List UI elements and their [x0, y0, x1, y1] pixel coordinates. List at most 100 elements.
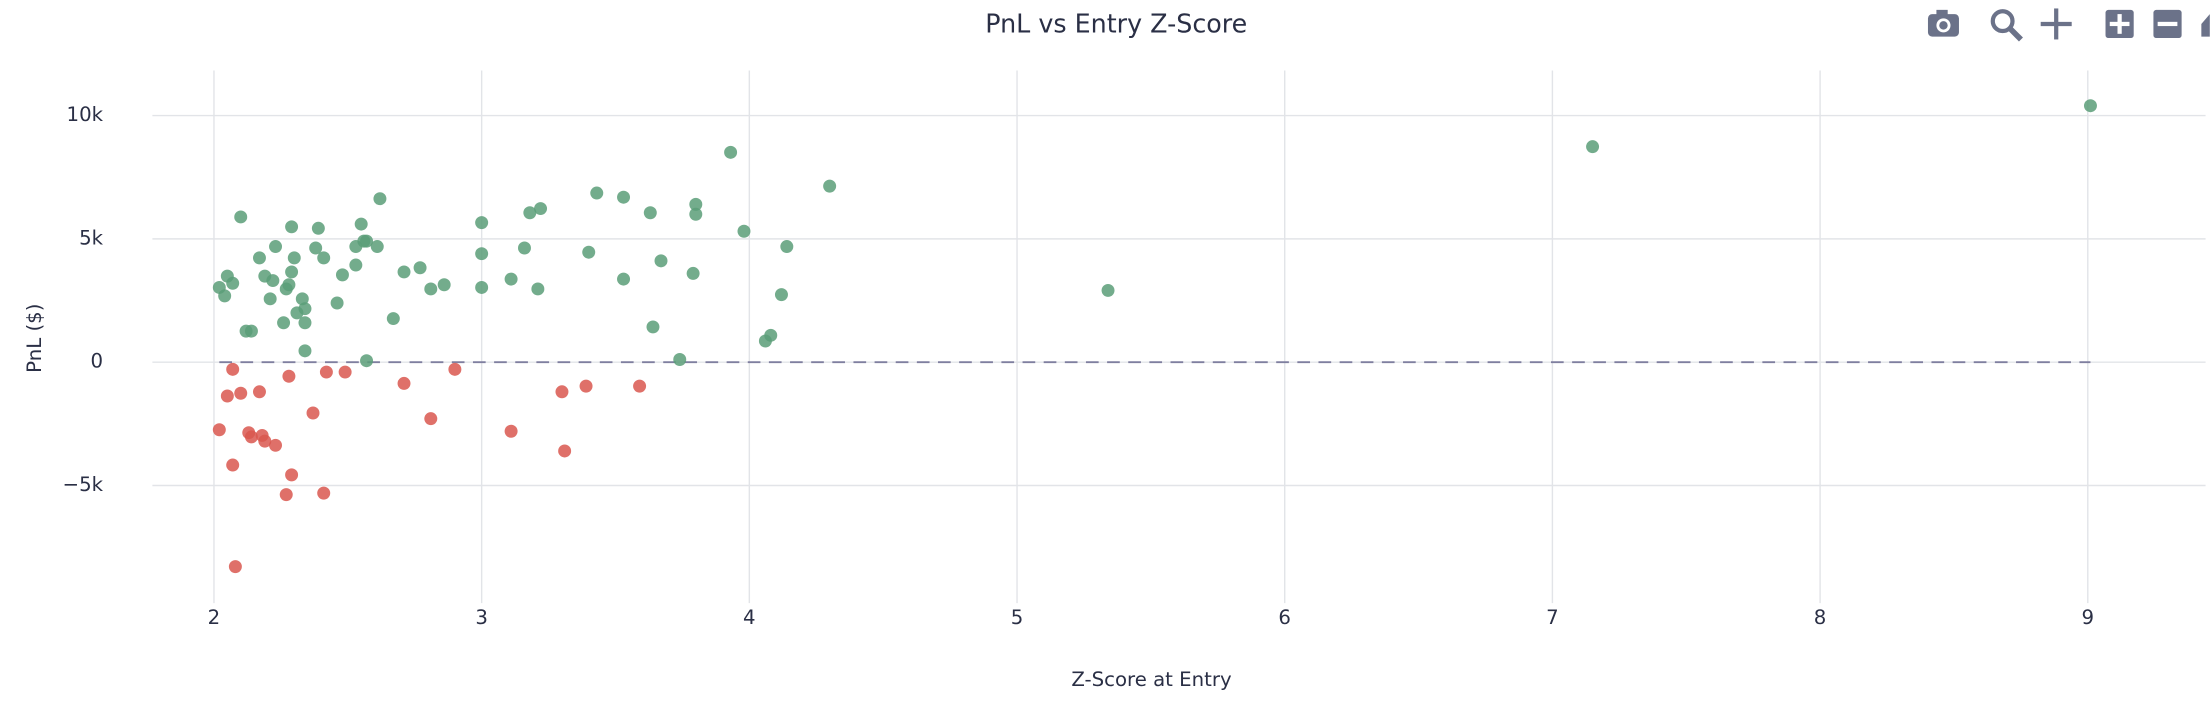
zoom-button[interactable] [1990, 9, 2023, 42]
point [504, 272, 518, 286]
point [269, 240, 283, 254]
point [311, 221, 325, 235]
point [448, 362, 462, 376]
point [774, 288, 788, 302]
point [582, 245, 596, 259]
reset-button[interactable] [2201, 14, 2210, 37]
point [226, 362, 240, 376]
point [234, 386, 248, 400]
point [437, 278, 451, 292]
point [354, 217, 368, 231]
point [1586, 140, 1600, 154]
point [285, 468, 299, 482]
point [475, 216, 489, 230]
point [298, 316, 312, 330]
point [686, 266, 700, 280]
y-tick-label: −5k [63, 473, 104, 496]
point [335, 268, 349, 282]
point [282, 369, 296, 383]
point [386, 312, 400, 326]
point [285, 265, 299, 279]
point [579, 379, 593, 393]
point [517, 241, 531, 255]
point [228, 560, 242, 574]
point [646, 320, 660, 334]
point [269, 438, 283, 452]
point [360, 234, 374, 248]
point [689, 207, 703, 221]
point [1101, 283, 1115, 297]
point [737, 224, 751, 238]
point [309, 241, 323, 255]
y-axis-label: PnL ($) [23, 304, 46, 373]
point [475, 280, 489, 294]
point [244, 324, 258, 338]
chart-title: PnL vs Entry Z-Score [985, 8, 1247, 38]
point [413, 261, 427, 275]
y-tick-label: 5k [79, 226, 104, 249]
point [397, 265, 411, 279]
point [373, 192, 387, 206]
point [2083, 99, 2097, 113]
point [317, 486, 331, 500]
x-axis-label: Z-Score at Entry [1071, 668, 1232, 691]
x-tick-label: 8 [1814, 606, 1827, 629]
point [643, 206, 657, 220]
point [263, 292, 277, 306]
point [258, 434, 272, 448]
point [226, 276, 240, 290]
camera-button[interactable] [1927, 9, 1959, 37]
x-tick-label: 9 [2082, 606, 2095, 629]
x-tick-label: 3 [475, 606, 488, 629]
point [266, 274, 280, 288]
point [617, 272, 631, 286]
point [654, 254, 668, 268]
point [531, 282, 545, 296]
point [370, 240, 384, 254]
point [282, 278, 296, 292]
point [764, 328, 778, 342]
point [298, 302, 312, 316]
point [306, 406, 320, 420]
point [349, 258, 363, 272]
point [226, 458, 240, 472]
pan-button[interactable] [2040, 8, 2072, 40]
point [319, 365, 333, 379]
point [504, 424, 518, 438]
zoom-in-button[interactable] [2105, 9, 2134, 39]
point [212, 423, 226, 437]
point [673, 353, 687, 366]
point [220, 389, 234, 403]
point [523, 206, 537, 220]
point [617, 190, 631, 204]
point [558, 444, 572, 458]
y-tick-label: 0 [91, 350, 104, 373]
point [633, 379, 647, 393]
point [244, 430, 258, 444]
x-tick-label: 4 [743, 606, 756, 629]
point [534, 202, 548, 216]
point [298, 344, 312, 358]
point [234, 210, 248, 224]
point [279, 488, 293, 502]
point [295, 292, 309, 306]
point [330, 296, 344, 310]
x-tick-label: 2 [208, 606, 221, 629]
point [424, 282, 438, 296]
point [724, 145, 738, 159]
point [252, 385, 266, 399]
point [689, 197, 703, 211]
point [780, 240, 794, 254]
zoom-out-button[interactable] [2153, 9, 2182, 39]
x-tick-label: 5 [1011, 606, 1024, 629]
point [397, 376, 411, 390]
y-tick-label: 10k [67, 103, 104, 126]
point [475, 247, 489, 261]
x-tick-label: 6 [1278, 606, 1291, 629]
point [424, 412, 438, 426]
point [287, 251, 301, 265]
point [555, 385, 569, 399]
point [285, 220, 299, 234]
